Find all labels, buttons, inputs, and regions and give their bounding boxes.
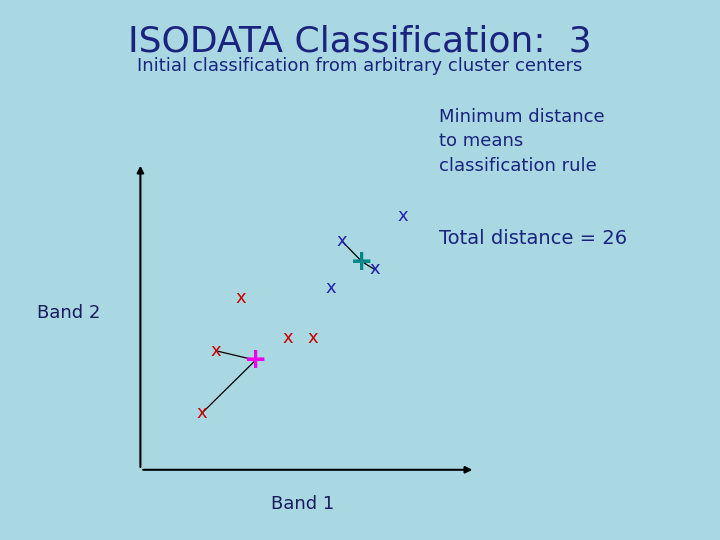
Text: classification rule: classification rule: [439, 157, 597, 174]
Text: x: x: [197, 404, 207, 422]
Text: x: x: [283, 329, 293, 347]
Text: Minimum distance: Minimum distance: [439, 108, 605, 126]
Text: +: +: [244, 346, 267, 374]
Text: x: x: [236, 288, 246, 307]
Text: x: x: [337, 232, 347, 250]
Text: Initial classification from arbitrary cluster centers: Initial classification from arbitrary cl…: [138, 57, 582, 75]
Text: Total distance = 26: Total distance = 26: [439, 230, 627, 248]
Text: x: x: [398, 207, 408, 225]
Text: x: x: [308, 329, 318, 347]
Text: x: x: [211, 342, 221, 360]
Text: x: x: [369, 260, 379, 278]
Text: +: +: [350, 247, 374, 275]
Text: ISODATA Classification:  3: ISODATA Classification: 3: [128, 24, 592, 58]
Text: to means: to means: [439, 132, 523, 150]
Text: x: x: [326, 279, 336, 297]
Text: Band 1: Band 1: [271, 495, 334, 513]
Text: Band 2: Band 2: [37, 304, 100, 322]
